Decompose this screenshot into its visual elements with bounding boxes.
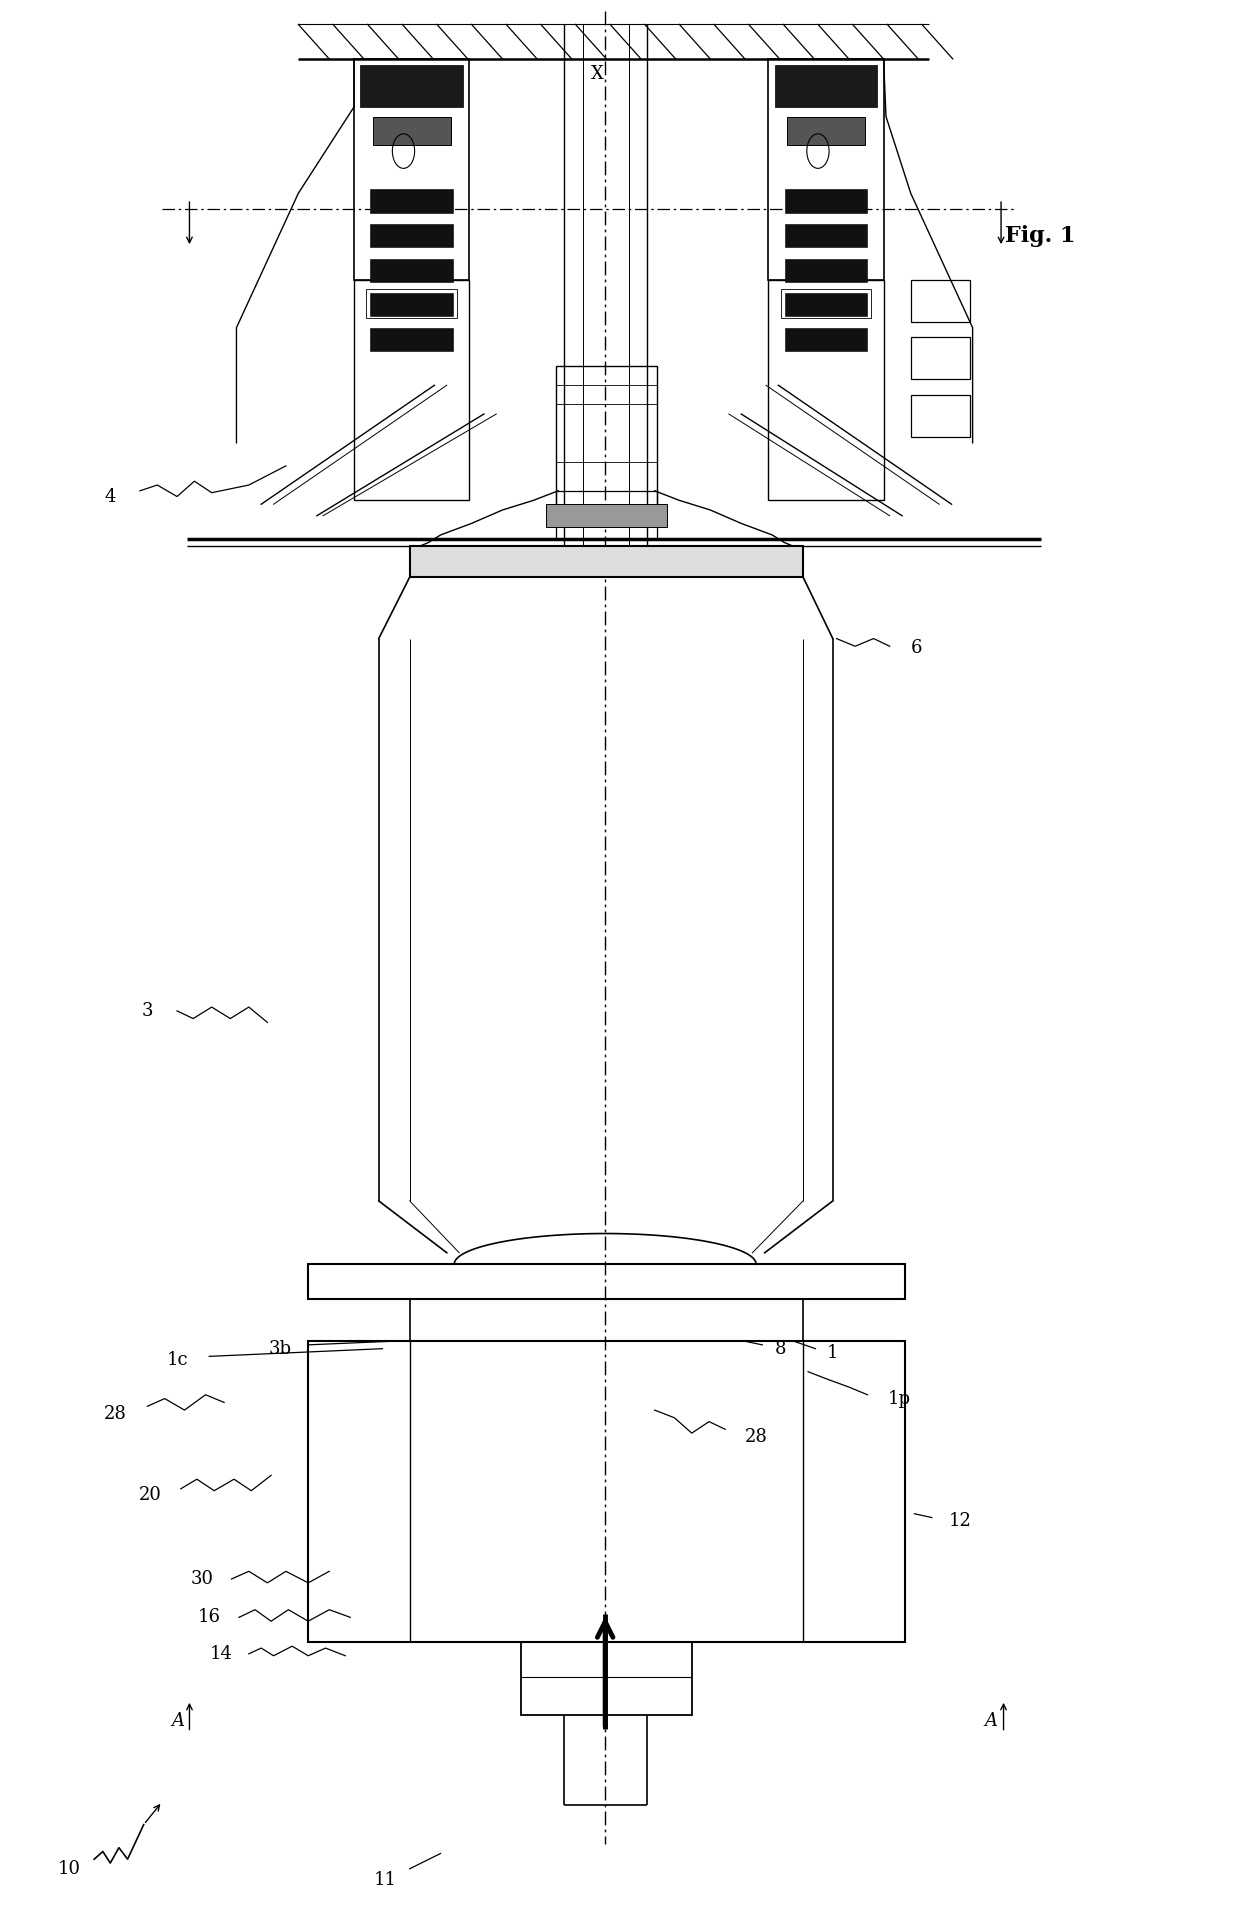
Bar [521,1641,692,1714]
Bar [769,281,884,500]
Bar [370,259,453,283]
Bar [910,336,970,379]
Bar [769,60,884,281]
Text: 3: 3 [141,1001,153,1021]
Bar [785,294,868,315]
Bar [556,365,657,519]
Bar [910,394,970,436]
Bar [370,225,453,248]
Bar [785,225,868,248]
Text: Fig. 1: Fig. 1 [1006,225,1076,246]
Text: 14: 14 [210,1645,233,1663]
Bar [309,1265,904,1299]
Text: 1p: 1p [888,1390,911,1407]
Text: 10: 10 [58,1860,81,1878]
Text: X: X [591,65,604,83]
Text: 16: 16 [197,1609,221,1626]
Bar [309,1342,904,1641]
Bar [353,60,469,281]
Bar [775,65,878,108]
Bar [360,65,463,108]
Bar [370,327,453,350]
Bar [556,490,657,538]
Bar [372,117,450,146]
Text: 4: 4 [104,488,117,505]
Text: 28: 28 [745,1428,768,1445]
Bar [910,281,970,321]
Text: 28: 28 [104,1405,126,1422]
Text: 8: 8 [775,1340,786,1357]
Bar [785,259,868,283]
Text: A: A [985,1713,998,1730]
Bar [785,327,868,350]
Bar [370,294,453,315]
Text: A: A [172,1713,185,1730]
Bar [366,290,456,317]
Text: 11: 11 [373,1872,397,1889]
Bar [546,504,667,527]
Text: 1c: 1c [166,1351,188,1368]
Bar [781,290,872,317]
Text: 12: 12 [949,1513,972,1530]
Bar [370,190,453,213]
Text: 30: 30 [190,1570,213,1588]
Text: 6: 6 [911,640,923,657]
Text: 1: 1 [827,1343,838,1361]
Bar [409,546,804,577]
Bar [353,281,469,500]
Bar [785,190,868,213]
Text: 20: 20 [139,1486,161,1503]
Bar [787,117,866,146]
Text: 3b: 3b [268,1340,291,1357]
